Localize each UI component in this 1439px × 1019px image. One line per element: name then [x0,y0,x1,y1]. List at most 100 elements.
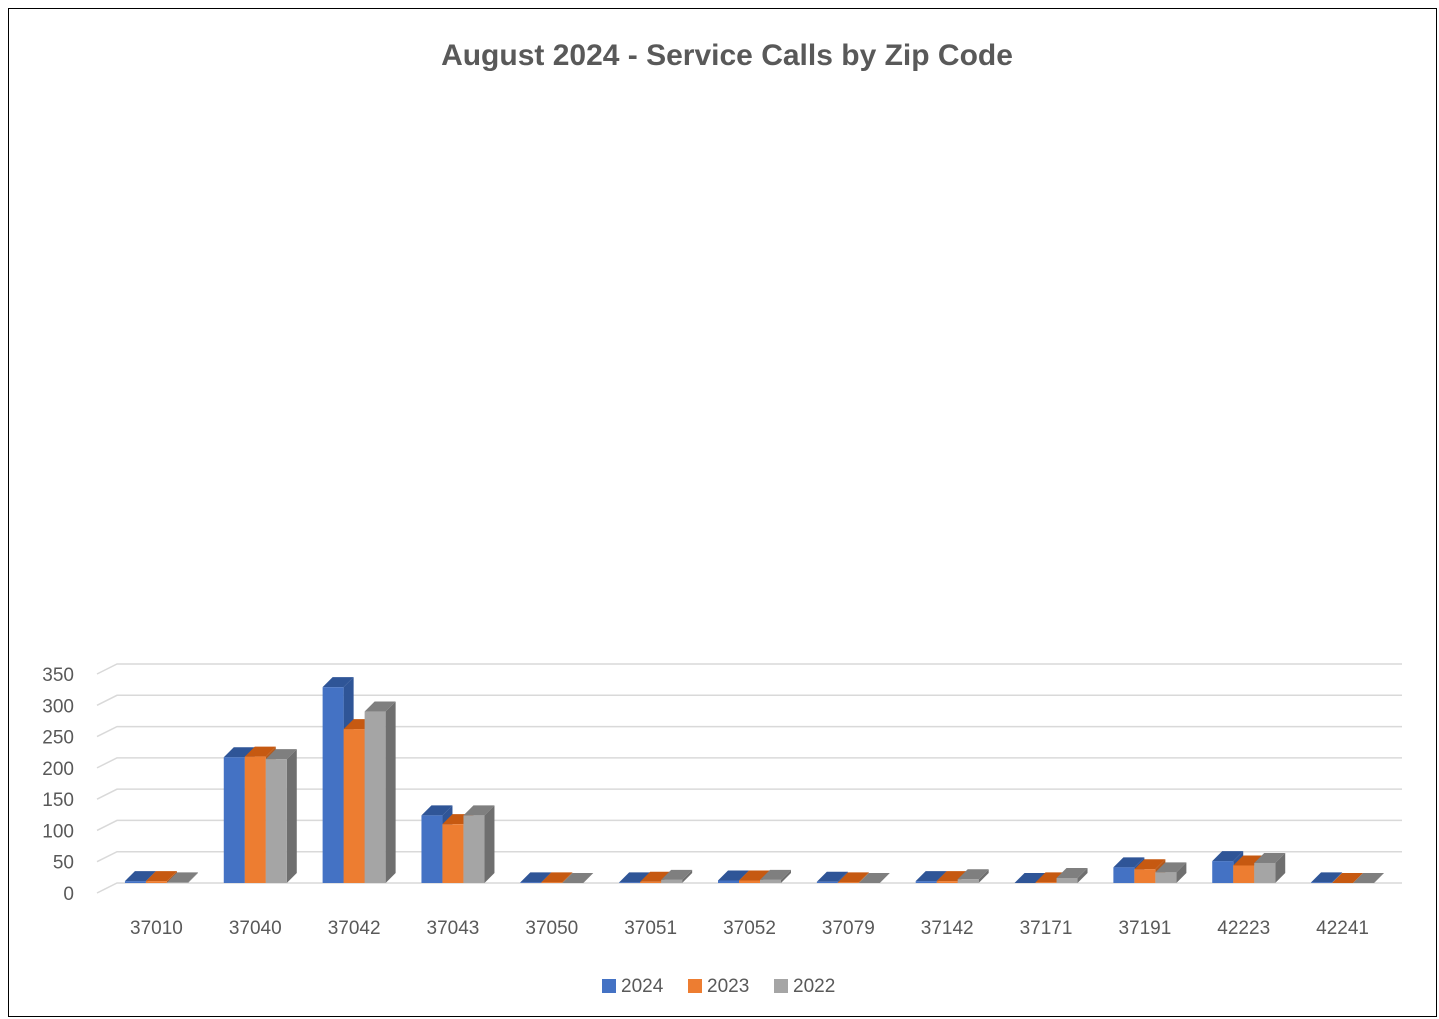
bar-top [858,873,890,883]
bar-front [915,881,937,883]
bar-front [364,711,386,883]
bar-top [760,869,791,880]
bar-side [187,872,198,883]
bar-front [322,687,344,883]
bar-top [520,872,552,883]
x-tick-label: 37079 [822,918,875,939]
legend-item: 2022 [774,976,835,997]
y-tick-label: 150 [42,790,74,811]
bar-front [442,824,464,883]
bar-side [1332,872,1343,883]
y-tick-label: 200 [42,759,74,780]
bar [1254,852,1286,883]
bar-front [463,815,485,883]
bar-front [1233,865,1255,883]
bar-front [421,815,443,883]
bar-top [244,746,276,757]
bar-front [1254,862,1276,883]
legend: 2024 2023 2022 [602,976,835,997]
x-tick-label: 37142 [921,918,974,939]
gridline [96,694,1402,706]
y-tick-label: 250 [42,728,74,749]
x-axis-ticks: 37010 37040 37042 37043 37050 37051 37052 37079… [130,918,1369,939]
bar-front [760,879,781,883]
gridlines [96,663,1402,894]
bar-front [1056,877,1078,883]
y-tick-label: 300 [42,696,74,717]
bar [837,872,869,883]
x-tick-label: 37191 [1118,918,1171,939]
bar-top [915,871,947,882]
bar [1353,873,1385,883]
bar-front [1035,882,1057,883]
bar-top [1155,862,1187,873]
legend-swatch [688,979,702,993]
bar [541,872,573,883]
legend-item: 2024 [602,976,664,997]
bar-front [718,880,739,883]
y-tick-label: 100 [42,821,74,842]
x-tick-label: 37040 [229,918,282,939]
bar-side [1275,852,1286,883]
gridline [96,663,1402,675]
bar-front [640,881,662,883]
bar [661,869,693,883]
legend-swatch [774,979,788,993]
bar [858,873,890,883]
bar-front [936,881,958,883]
bar-top [1332,873,1364,883]
bar-top [661,869,693,880]
bar-top [718,870,749,881]
bar-side [1176,862,1187,883]
bar-top [957,869,989,880]
bar [562,873,594,883]
bar-top [1113,857,1145,868]
bar-front [520,882,542,883]
x-tick-label: 37171 [1020,918,1073,939]
gridline [96,882,1402,894]
bar-top [816,871,848,882]
bar-top [463,805,495,816]
bar-top [364,701,396,712]
bar-front [1134,869,1156,883]
legend-label: 2022 [793,976,835,997]
bar-front [265,759,287,883]
bar [1332,873,1364,883]
legend-item: 2023 [688,976,749,997]
legend-label: 2024 [621,976,664,997]
y-tick-label: 0 [63,884,74,905]
bar-top [421,805,453,816]
bar [463,805,495,883]
bar-front [343,729,365,883]
x-tick-label: 37043 [427,918,480,939]
chart-title: August 2024 - Service Calls by Zip Code [441,39,1013,72]
bar-top [837,872,869,883]
bar-top [124,871,156,882]
bar-top [145,871,177,882]
bar-side [385,701,396,883]
bar-front [166,882,188,883]
bars [124,677,1385,883]
bar [1311,872,1343,883]
bar-front [661,879,683,883]
bar-front [1212,861,1234,883]
bar-front [739,880,760,883]
bar-front [244,756,266,883]
bar-top [562,873,594,883]
gridline [96,850,1402,863]
bar-front [1311,882,1333,883]
bar [957,869,989,883]
bar-front [145,881,167,883]
bar-side [781,869,791,883]
bar-front [816,881,838,883]
bar-top [1353,873,1385,883]
chart-frame: August 2024 - Service Calls by Zip Code … [8,8,1437,1017]
y-tick-label: 350 [42,665,74,686]
bar-side [484,805,495,883]
y-axis-ticks: 0 50 100 150 200 250 300 350 [42,665,74,905]
bar-front [1113,867,1135,883]
bar-side [286,749,297,883]
bar-top [1056,867,1088,878]
bar-side [562,872,573,883]
x-tick-label: 37050 [525,918,578,939]
